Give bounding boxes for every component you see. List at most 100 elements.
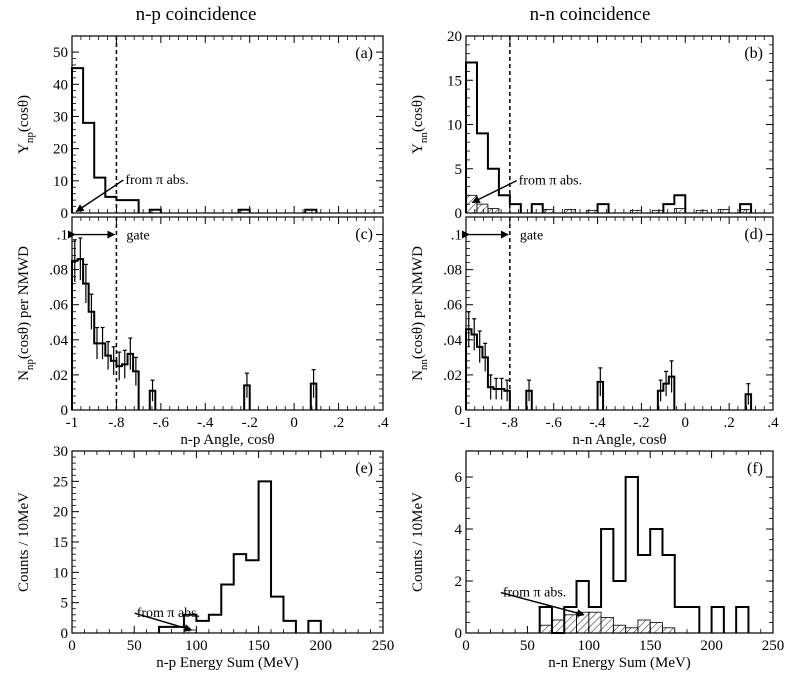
histogram-bin — [626, 477, 638, 633]
x-tick-label: -.2 — [633, 415, 649, 431]
histogram-bin — [271, 597, 283, 633]
x-tick-label: 150 — [639, 638, 662, 654]
panel-tag: (f) — [747, 460, 763, 477]
histogram-bin — [477, 133, 488, 213]
panel-f: 0 2 4 6 0 50 100 150 200 250 (f) Counts / 10MeV n-n … — [410, 450, 785, 671]
y-axis-title-tail: (cosθ) — [410, 95, 426, 132]
annotation-label: from π abs. — [137, 606, 200, 621]
hatched-bin — [551, 619, 565, 634]
histogram-bin — [105, 197, 116, 213]
x-tick-label: 250 — [372, 638, 395, 654]
histogram-bin — [598, 204, 609, 213]
y-tick-label: 5 — [61, 596, 69, 612]
x-axis-title: n-p Angle, cosθ — [180, 432, 274, 448]
x-tick-label: 0 — [682, 415, 690, 431]
panel-a: 0 10 20 30 40 50 (a) Ynp(cosθ) from π abs. — [16, 35, 384, 222]
y-tick-label: 10 — [447, 118, 462, 134]
histogram-bin — [662, 555, 674, 633]
x-tick-label: 200 — [310, 638, 333, 654]
hatched-bin — [487, 208, 500, 214]
y-tick-label: 0 — [61, 403, 69, 419]
histogram-bin — [466, 63, 477, 213]
x-tick-label: -.8 — [502, 415, 518, 431]
y-tick-label: .1 — [57, 228, 68, 244]
plot-frame — [71, 35, 384, 214]
y-axis-title-sub: nn — [418, 132, 430, 144]
histogram-series — [71, 258, 318, 410]
histogram-bin — [246, 560, 258, 633]
y-tick-label: 0 — [61, 206, 69, 222]
hatched-bin — [476, 203, 489, 214]
histogram-bin — [499, 195, 510, 213]
panel-tag: (a) — [355, 45, 373, 62]
histogram-series — [71, 67, 318, 213]
hatched-bin — [637, 619, 651, 634]
histogram-series — [465, 328, 753, 410]
y-tick-label: 0 — [455, 626, 463, 642]
panel-tag: (e) — [355, 460, 373, 477]
x-tick-label: -.4 — [589, 415, 606, 431]
histogram-bin — [234, 554, 246, 633]
x-tick-label: 0 — [462, 638, 470, 654]
y-tick-label: .02 — [443, 368, 462, 384]
x-tick-label: 100 — [185, 638, 208, 654]
x-tick-label: 100 — [578, 638, 601, 654]
y-tick-label: 25 — [53, 474, 68, 490]
x-axis-title: n-p Energy Sum (MeV) — [156, 655, 299, 671]
plot-frame — [71, 216, 384, 411]
x-tick-label: 250 — [762, 638, 785, 654]
y-axis-title-sub: np — [24, 359, 36, 371]
hatched-bin — [588, 611, 602, 634]
y-axis-title: Nnp(cosθ) per NMWD — [16, 246, 36, 381]
y-tick-label: 15 — [447, 73, 462, 89]
y-axis-title-tail: (cosθ) — [16, 95, 32, 132]
histogram-bin — [532, 204, 543, 213]
histogram-bin — [128, 200, 139, 213]
hatched-bin — [563, 614, 577, 634]
gate-label: gate — [520, 229, 543, 244]
histogram-bin — [259, 481, 271, 633]
plot-frame — [465, 35, 774, 214]
histogram-bin — [283, 621, 295, 633]
histogram-bin — [116, 200, 127, 213]
annotation-arrow — [134, 612, 193, 632]
histogram-bin — [675, 607, 687, 633]
y-axis-title-tail: (cosθ) per NMWD — [410, 246, 426, 359]
y-axis-title-tail: (cosθ) per NMWD — [16, 246, 32, 359]
panel-d: 0 .02 .04 .06 .08 .1 -1 -.8 -.6 -.4 -.2 0 .2 .4 (d) Nnn… — [410, 216, 779, 448]
y-tick-label: 40 — [53, 77, 68, 93]
y-axis-title: Counts / 10MeV — [16, 492, 32, 592]
y-axis-title: Counts / 10MeV — [410, 492, 426, 592]
y-axis-title-sub: np — [24, 132, 36, 144]
y-tick-label: 10 — [53, 174, 68, 190]
histogram-bin — [510, 204, 521, 213]
plot-frame — [465, 450, 774, 634]
y-tick-label: 2 — [455, 574, 463, 590]
hatched-bin — [539, 624, 553, 634]
y-axis-title-main: N — [16, 370, 32, 381]
histogram-bin — [663, 204, 674, 213]
annotation-arrow — [75, 179, 124, 212]
y-tick-label: 0 — [61, 626, 69, 642]
gate-label: gate — [126, 229, 149, 244]
x-tick-label: 200 — [700, 638, 723, 654]
hatched-bin — [600, 617, 614, 634]
x-tick-label: 50 — [520, 638, 535, 654]
column-title-np: n-p coincidence — [136, 4, 257, 25]
y-tick-label: 5 — [455, 162, 463, 178]
plot-frame — [71, 450, 384, 634]
annotation-label: from π abs. — [125, 173, 188, 188]
x-tick-label: .2 — [724, 415, 735, 431]
y-tick-label: 20 — [53, 505, 68, 521]
x-tick-label: -.2 — [242, 415, 258, 431]
x-tick-label: 0 — [290, 415, 298, 431]
histogram-bin — [687, 607, 699, 633]
x-tick-label: -1 — [460, 415, 473, 431]
column-title-nn: n-n coincidence — [530, 4, 651, 25]
annotation-arrow — [500, 591, 585, 617]
y-axis-title-main: Counts / 10MeV — [410, 492, 426, 592]
histogram-bin — [83, 123, 94, 213]
y-tick-label: 20 — [447, 29, 462, 45]
